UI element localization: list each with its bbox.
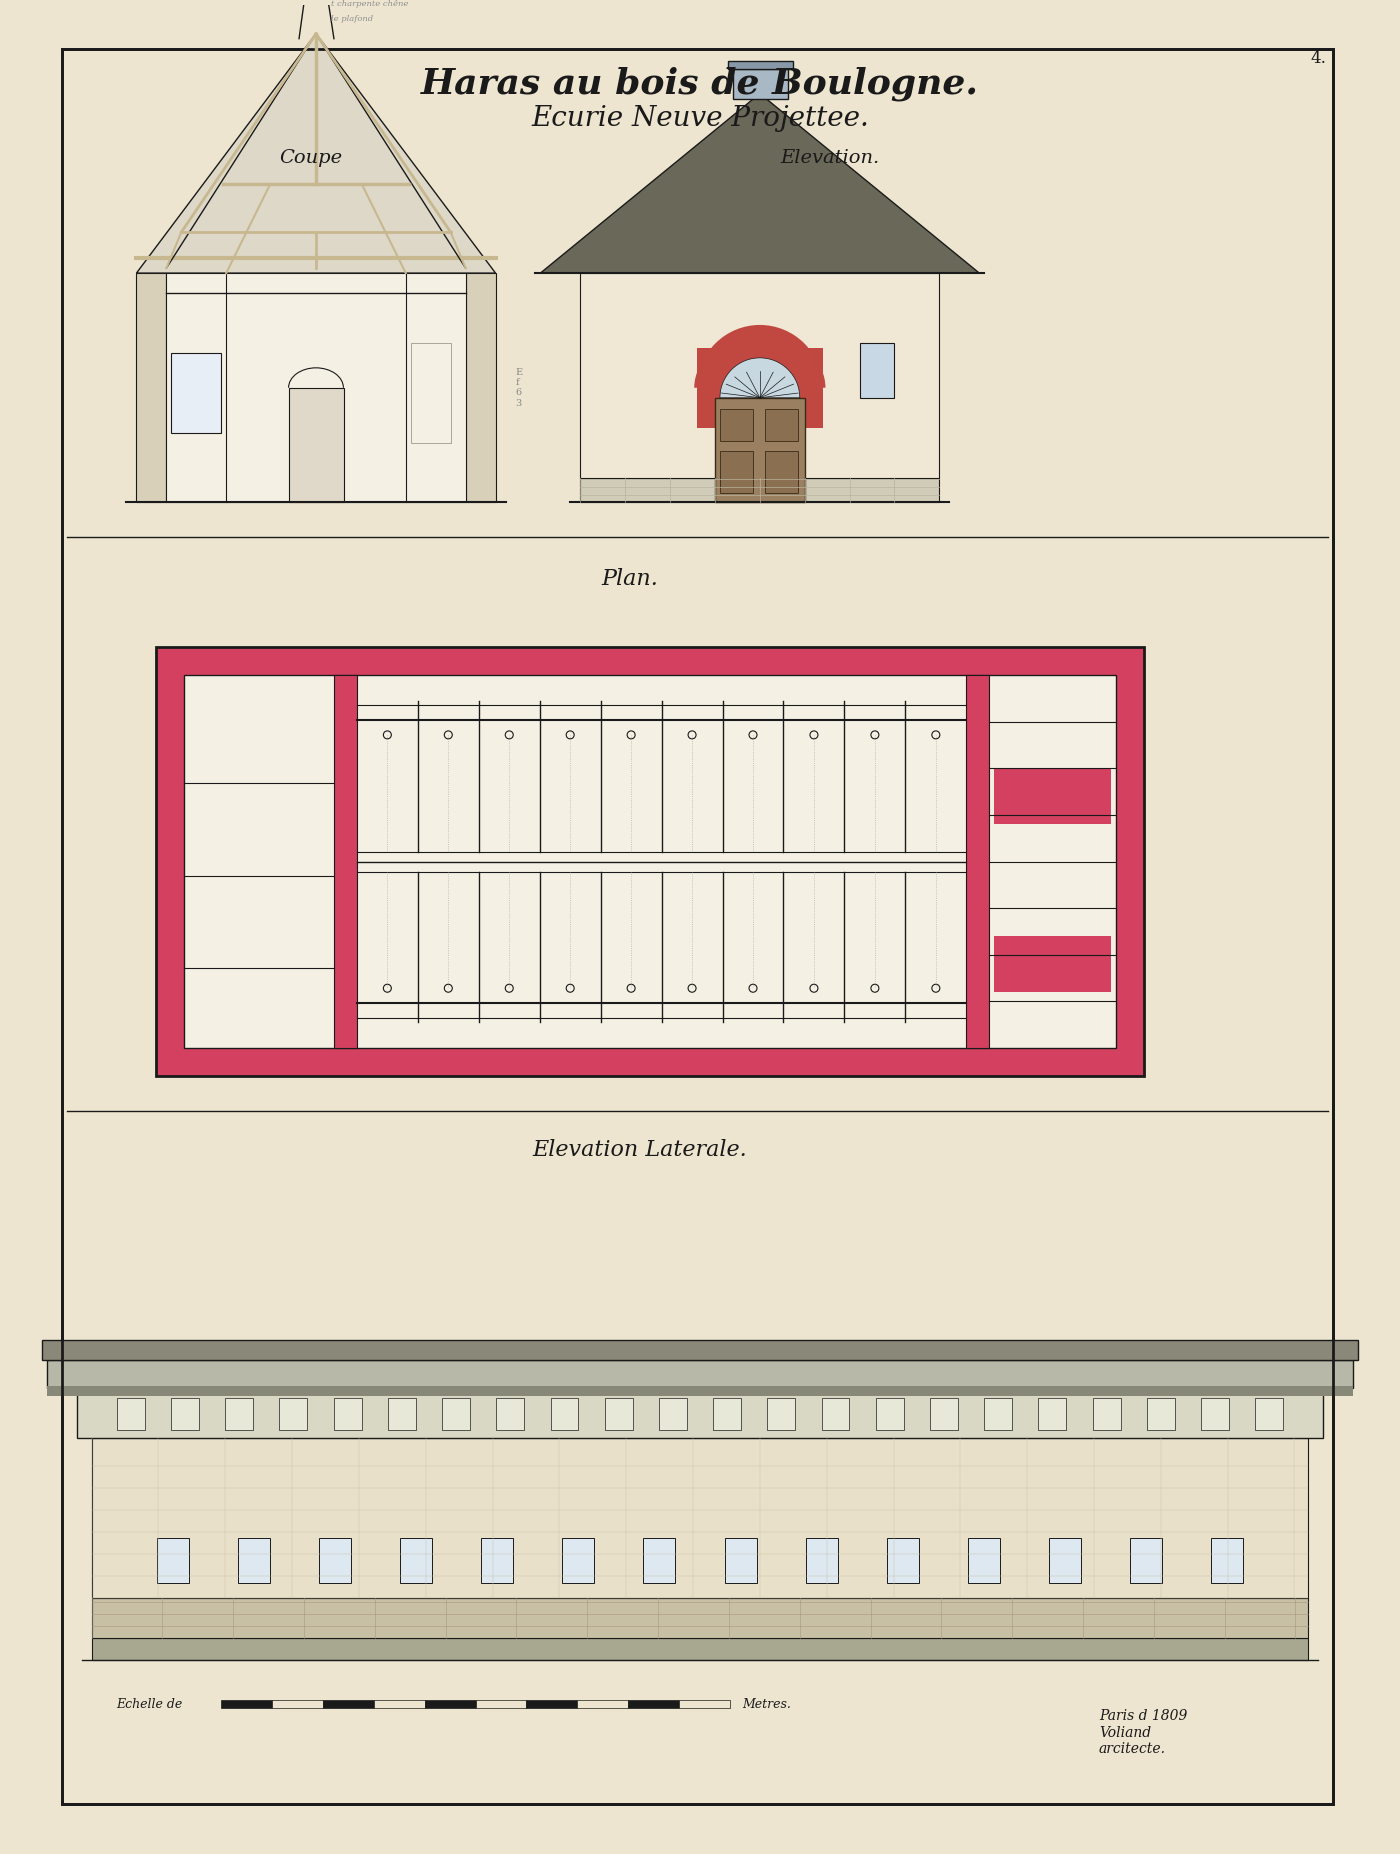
Bar <box>1049 1537 1081 1583</box>
Text: Haras au bois de Boulogne.: Haras au bois de Boulogne. <box>421 67 979 100</box>
Bar <box>374 1700 424 1708</box>
Bar <box>91 1598 1309 1637</box>
Bar <box>764 408 798 441</box>
Wedge shape <box>720 358 799 399</box>
Wedge shape <box>697 324 823 387</box>
Bar <box>167 273 466 502</box>
Bar <box>476 1700 526 1708</box>
Bar <box>424 1700 476 1708</box>
Bar <box>526 1700 577 1708</box>
Bar <box>725 1537 756 1583</box>
Bar <box>323 1700 374 1708</box>
Text: t charpente chêne: t charpente chêne <box>330 0 409 7</box>
Bar <box>288 387 344 502</box>
Bar <box>91 1637 1309 1659</box>
Bar <box>238 1537 270 1583</box>
Text: le plafond: le plafond <box>330 15 372 22</box>
Bar <box>767 1398 795 1429</box>
Bar <box>994 936 1112 992</box>
Bar <box>994 768 1112 825</box>
Bar <box>930 1398 958 1429</box>
Bar <box>679 1700 729 1708</box>
Bar <box>605 1398 633 1429</box>
Bar <box>659 1398 687 1429</box>
Bar <box>116 1398 144 1429</box>
Bar <box>713 1398 741 1429</box>
Bar <box>157 647 1144 1075</box>
Text: Plan.: Plan. <box>602 569 658 590</box>
Bar <box>442 1398 470 1429</box>
Bar <box>1092 1398 1120 1429</box>
Bar <box>400 1537 433 1583</box>
Text: Metres.: Metres. <box>742 1698 791 1711</box>
Bar <box>1147 1398 1175 1429</box>
Text: Ecurie Neuve Projettee.: Ecurie Neuve Projettee. <box>531 106 869 132</box>
Bar <box>563 1537 594 1583</box>
Bar <box>966 675 990 1048</box>
Bar <box>280 1398 308 1429</box>
Bar <box>1130 1537 1162 1583</box>
Bar <box>886 1537 918 1583</box>
Bar <box>715 399 805 502</box>
Bar <box>822 1398 850 1429</box>
Text: E
f
6
3: E f 6 3 <box>515 367 522 408</box>
Bar <box>482 1537 514 1583</box>
Bar <box>171 1398 199 1429</box>
Bar <box>806 1537 837 1583</box>
Bar <box>272 1700 323 1708</box>
Bar <box>497 1398 524 1429</box>
Bar <box>860 343 895 399</box>
Bar <box>221 1700 272 1708</box>
Bar <box>1256 1398 1284 1429</box>
Bar <box>171 352 221 432</box>
Bar <box>1039 1398 1067 1429</box>
Bar <box>581 273 939 478</box>
Bar <box>388 1398 416 1429</box>
Bar <box>157 1537 189 1583</box>
Bar <box>335 675 357 1048</box>
Polygon shape <box>540 93 979 273</box>
Text: 4.: 4. <box>1310 50 1326 67</box>
Text: Paris d 1809
Voliand
arcitecte.: Paris d 1809 Voliand arcitecte. <box>1099 1709 1187 1756</box>
Bar <box>629 1700 679 1708</box>
Polygon shape <box>136 33 496 273</box>
Bar <box>697 349 823 428</box>
Bar <box>764 451 798 493</box>
Bar <box>1211 1537 1243 1583</box>
Bar <box>136 273 167 502</box>
Bar <box>333 1398 361 1429</box>
Bar <box>225 1398 253 1429</box>
Text: Elevation.: Elevation. <box>780 150 879 167</box>
Bar <box>734 69 788 98</box>
Bar <box>185 675 1116 1048</box>
Bar <box>77 1389 1323 1439</box>
Bar <box>550 1398 578 1429</box>
Text: Elevation Laterale.: Elevation Laterale. <box>533 1138 748 1161</box>
Bar <box>466 273 496 502</box>
Text: Echelle de: Echelle de <box>116 1698 183 1711</box>
Bar <box>577 1700 629 1708</box>
Bar <box>984 1398 1012 1429</box>
Text: Coupe: Coupe <box>280 150 343 167</box>
Bar <box>46 1387 1354 1396</box>
Bar <box>319 1537 351 1583</box>
Bar <box>876 1398 903 1429</box>
Bar <box>720 408 753 441</box>
Bar <box>644 1537 675 1583</box>
Bar <box>1201 1398 1229 1429</box>
Bar <box>967 1537 1000 1583</box>
Bar <box>42 1340 1358 1361</box>
Bar <box>91 1439 1309 1598</box>
Bar <box>720 451 753 493</box>
Bar <box>581 478 939 502</box>
Bar <box>46 1361 1354 1389</box>
Bar <box>410 343 451 443</box>
Bar <box>728 61 792 69</box>
